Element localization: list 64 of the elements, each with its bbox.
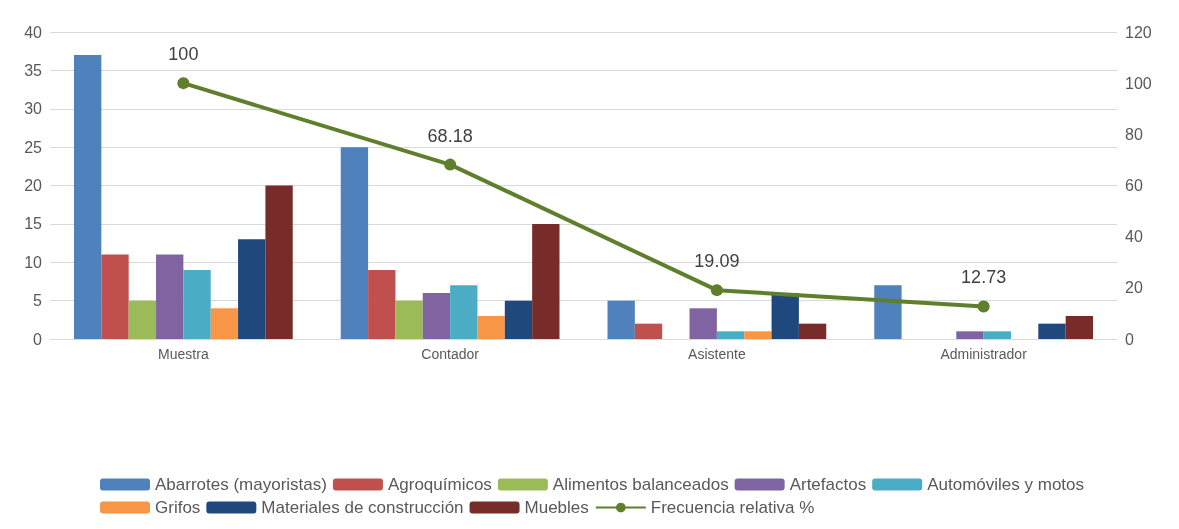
legend-label: Frecuencia relativa %: [650, 498, 815, 517]
bar: [156, 254, 184, 339]
point: [444, 158, 457, 171]
bar: [983, 331, 1011, 339]
bar: [716, 331, 745, 339]
y2-tick-label: 80: [1125, 125, 1143, 143]
x-tick-label: Muestra: [158, 346, 209, 362]
y-tick-label: 40: [24, 23, 43, 41]
bar: [128, 300, 157, 339]
bar: [422, 292, 451, 339]
point: [977, 300, 990, 313]
bar: [101, 254, 129, 339]
bar: [689, 308, 717, 339]
bar: [634, 323, 663, 339]
data-label: 19.09: [694, 251, 740, 272]
bar: [874, 285, 902, 339]
legend-label: Agroquímicos: [387, 475, 492, 494]
point: [177, 77, 190, 90]
y-tick-label: 10: [24, 253, 43, 271]
bar: [1038, 323, 1066, 339]
bar: [265, 185, 293, 339]
y2-tick-label: 20: [1125, 279, 1143, 297]
data-label: 12.73: [961, 267, 1007, 288]
bar: [504, 300, 533, 339]
y-tick-label: 35: [24, 61, 43, 79]
bar: [183, 269, 211, 339]
bar: [74, 55, 102, 339]
y-tick-label: 5: [33, 292, 43, 310]
y2-tick-label: 0: [1125, 330, 1134, 348]
y-tick-label: 20: [24, 177, 43, 194]
bar: [477, 315, 505, 339]
bar: [798, 323, 827, 339]
x-tick-label: Asistente: [688, 346, 746, 362]
bar: [238, 239, 266, 339]
y-tick-label: 15: [24, 215, 43, 233]
legend-label: Alimentos balanceados: [552, 475, 729, 494]
bar: [395, 300, 423, 339]
legend-label: Abarrotes (mayoristas): [155, 475, 327, 494]
y-tick-label: 30: [24, 100, 43, 118]
point: [710, 284, 723, 297]
legend-label: Artefactos: [789, 475, 867, 494]
y-tick-label: 25: [24, 138, 43, 156]
bar: [744, 331, 772, 339]
bar: [607, 300, 635, 339]
y2-tick-label: 40: [1125, 228, 1143, 246]
bar: [956, 331, 984, 339]
bar: [1065, 315, 1093, 339]
legend-label: Grifos: [155, 498, 201, 517]
y-tick-label: 0: [33, 330, 43, 348]
legend-label: Materiales de construcción: [261, 498, 464, 517]
legend-label: Automóviles y motos: [927, 475, 1085, 494]
x-tick-label: Administrador: [940, 346, 1028, 362]
y2-tick-label: 120: [1125, 23, 1152, 41]
y2-tick-label: 60: [1125, 177, 1143, 194]
data-label: 68.18: [427, 125, 473, 146]
legend-label: Muebles: [524, 498, 589, 517]
bar: [450, 285, 478, 339]
bar: [340, 147, 369, 339]
bar: [368, 269, 396, 339]
data-label: 100: [168, 44, 199, 65]
bar: [532, 223, 560, 339]
x-tick-label: Contador: [421, 346, 480, 362]
bar: [210, 308, 239, 339]
y2-tick-label: 100: [1125, 74, 1152, 92]
